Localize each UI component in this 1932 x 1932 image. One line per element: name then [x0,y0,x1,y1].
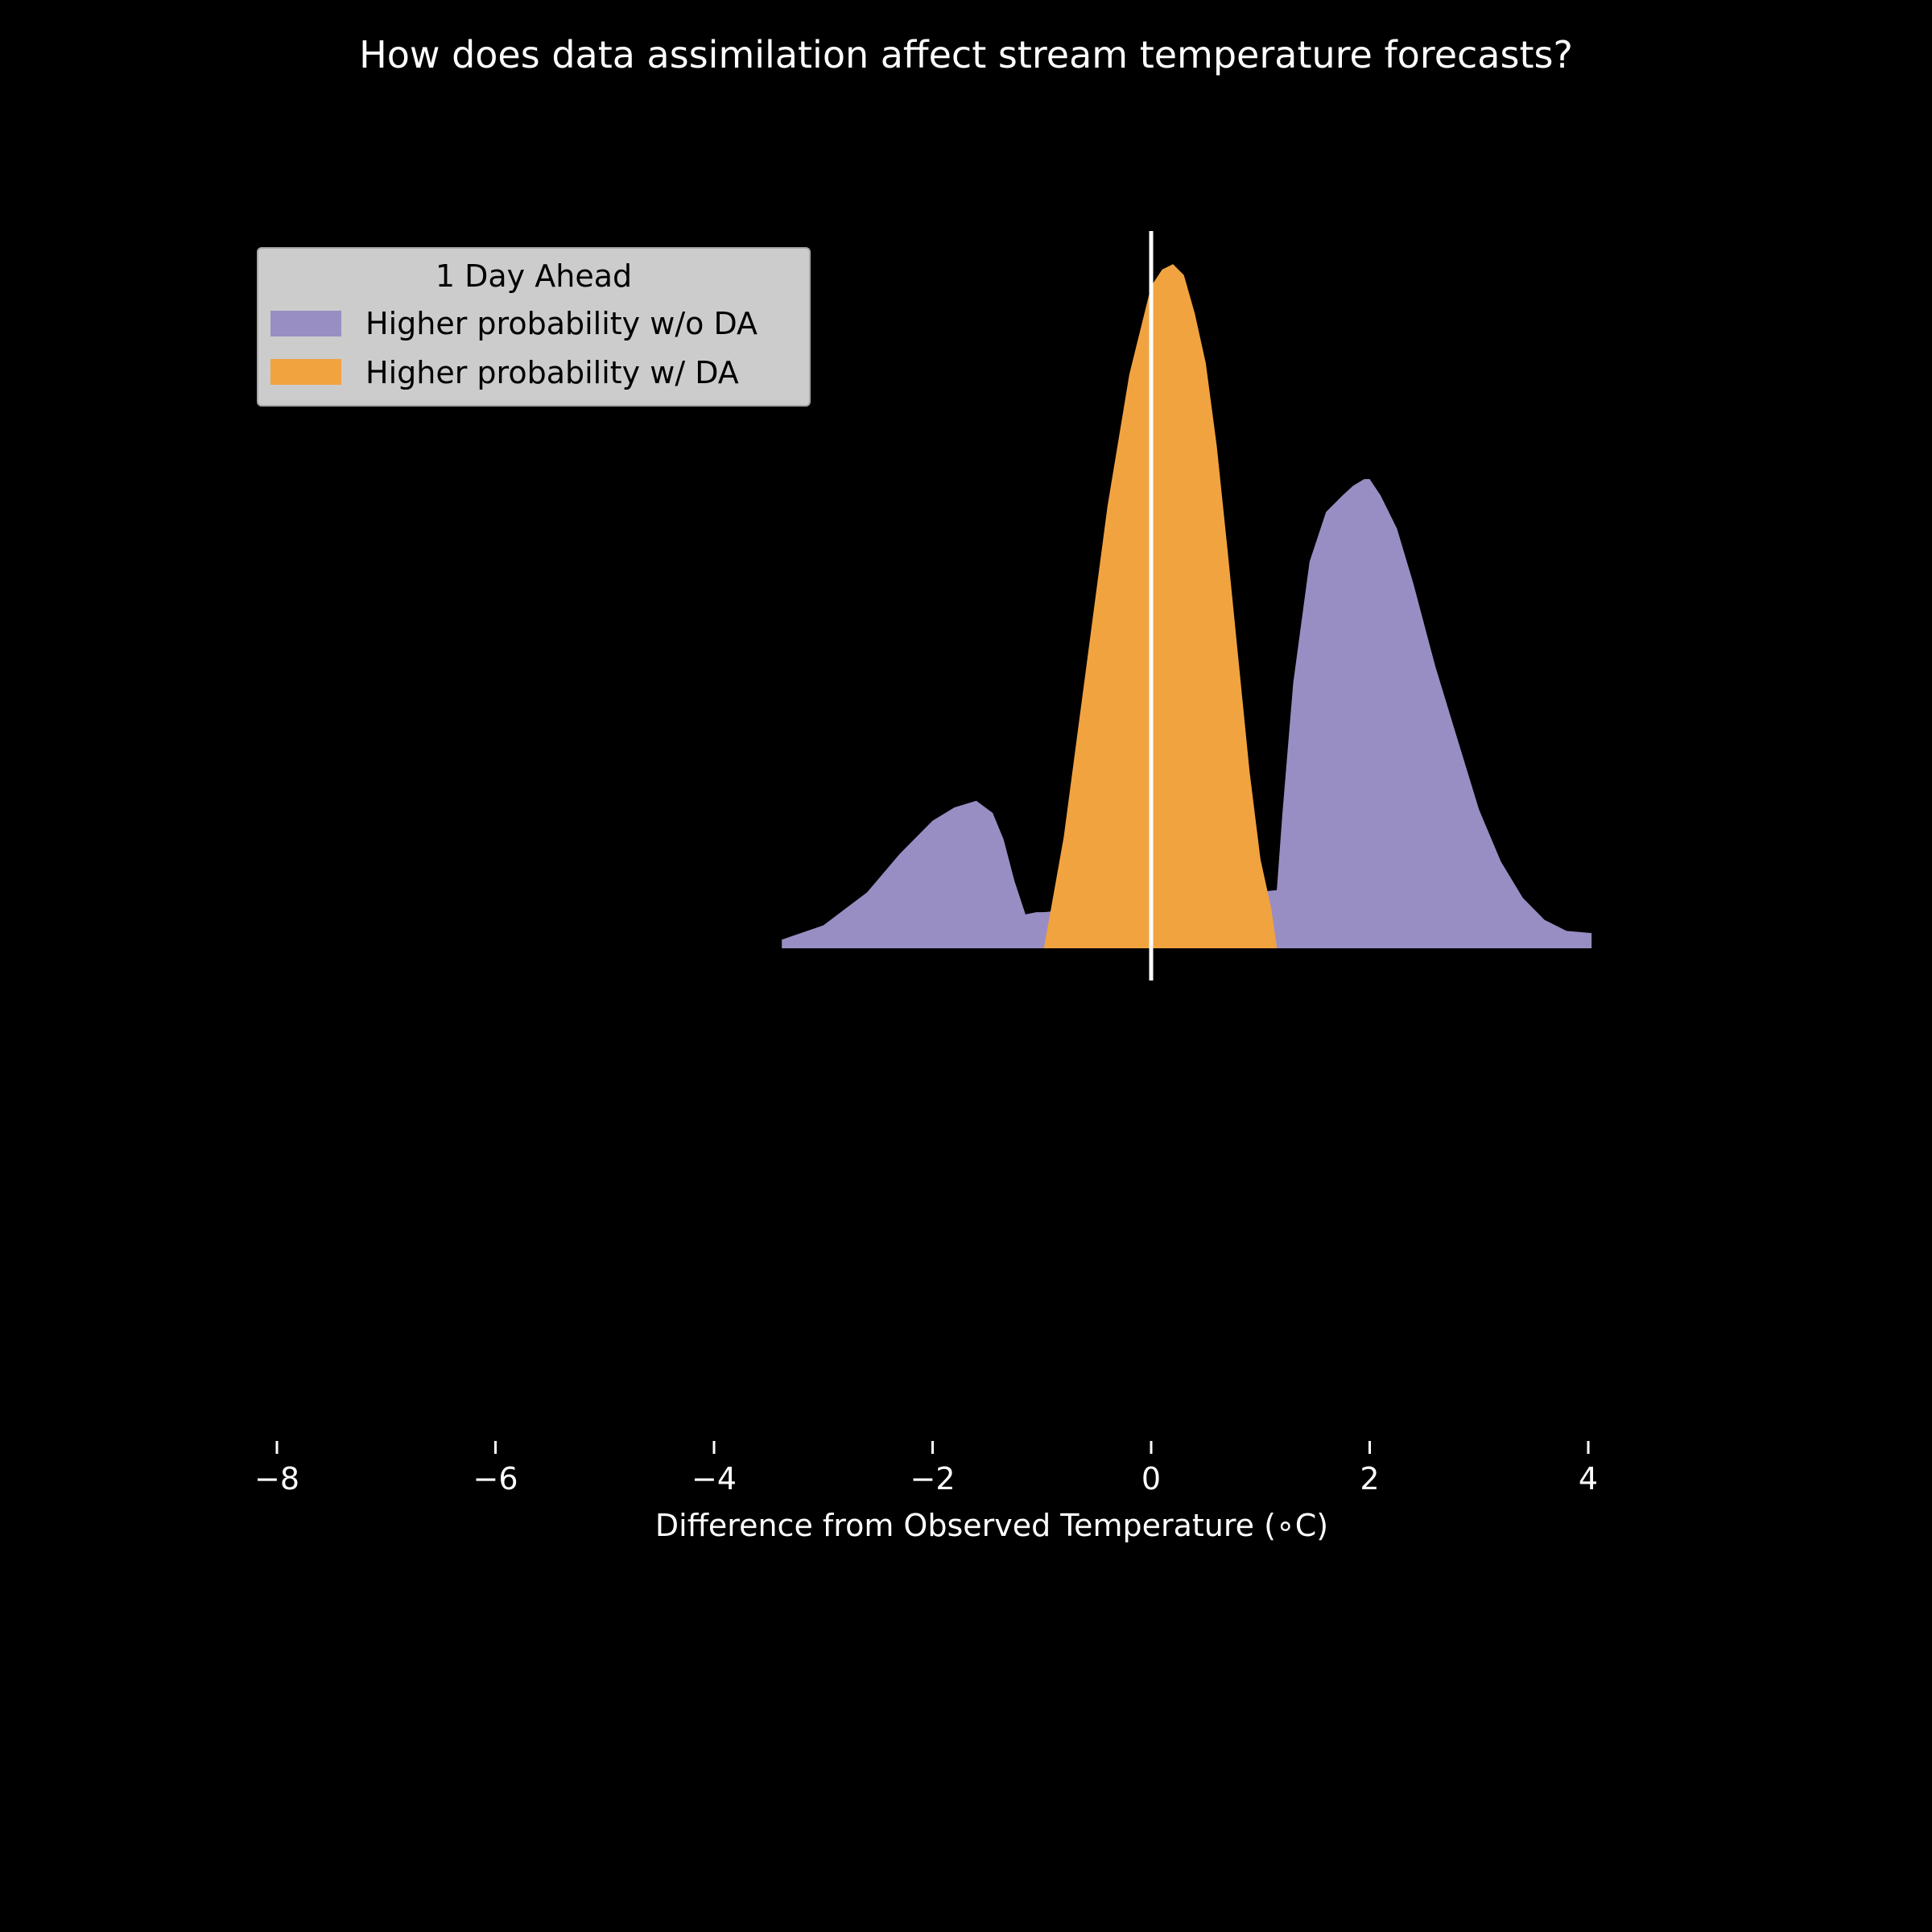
legend-swatch-without-da [270,311,341,336]
x-tick-label: 2 [1360,1461,1379,1496]
x-tick-label: −8 [254,1461,299,1496]
legend-swatch-with-da [270,359,341,385]
series-area-without-da [782,479,1592,948]
x-tick-label: −6 [473,1461,518,1496]
series-area-with-da [1044,264,1278,949]
x-axis: −8 −6 −4 −2 0 2 4 [254,1441,1598,1496]
x-tick-label: −2 [910,1461,955,1496]
legend-title: 1 Day Ahead [436,258,632,294]
x-tick-label: 4 [1579,1461,1598,1496]
legend: 1 Day Ahead Higher probability w/o DA Hi… [257,247,811,407]
legend-label-without-da: Higher probability w/o DA [365,306,758,341]
legend-box [257,247,811,407]
x-tick-label: −4 [691,1461,737,1496]
chart-title: How does data assimilation affect stream… [359,33,1573,76]
x-axis-label: Difference from Observed Temperature (∘C… [655,1508,1328,1543]
x-tick-label: 0 [1141,1461,1161,1496]
legend-label-with-da: Higher probability w/ DA [365,355,739,390]
series-layer [782,264,1592,949]
